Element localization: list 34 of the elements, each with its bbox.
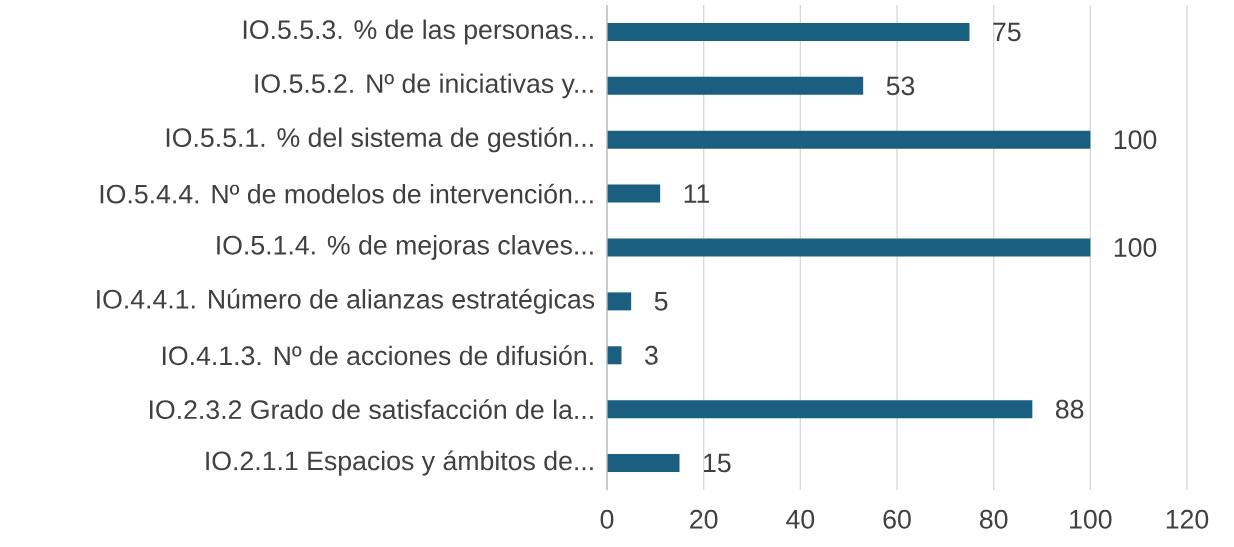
bar [607, 346, 622, 365]
data-label: 5 [654, 292, 668, 311]
bar [607, 184, 661, 203]
data-label: 100 [1114, 238, 1157, 257]
x-tick-label: 20 [690, 509, 718, 529]
data-label: 75 [993, 22, 1021, 42]
data-label: 15 [704, 453, 731, 473]
bar [607, 22, 970, 41]
bar [607, 130, 1091, 149]
bar [607, 454, 680, 473]
x-tick-label: 80 [979, 509, 1008, 529]
x-tick-label: 100 [1070, 509, 1112, 529]
bar [607, 238, 1091, 257]
bar [607, 292, 632, 311]
y-tick-label: IO.5.4.4. Nº de modelos de intervención... [100, 183, 593, 204]
data-label: 100 [1114, 130, 1157, 150]
y-tick-label: IO.5.5.2. Nº de iniciativas y... [255, 73, 593, 99]
x-tick-label: 60 [883, 509, 911, 529]
x-tick-label: 40 [786, 509, 815, 529]
data-label: 11 [684, 184, 710, 203]
bar [607, 76, 864, 95]
x-tick-label: 120 [1166, 509, 1209, 529]
bar [607, 400, 1033, 419]
y-tick-label: IO.5.5.1. % del sistema de gestión... [166, 127, 593, 153]
data-label: 88 [1055, 399, 1084, 419]
y-tick-label: IO.5.5.3. % de las personas... [243, 19, 593, 45]
data-label: 3 [645, 345, 658, 365]
y-tick-label: IO.2.1.1 Espacios y ámbitos de... [206, 450, 593, 476]
y-tick-label: IO.4.1.3. Nº de acciones de difusión. [162, 345, 593, 366]
y-tick-label: IO.5.1.4. % de mejoras claves... [217, 235, 593, 260]
y-tick-label: IO.4.4.1. Número de alianzas estratégicas [97, 288, 595, 314]
data-label: 53 [886, 76, 915, 96]
x-tick-label: 0 [600, 509, 614, 529]
y-tick-label: IO.2.3.2 Grado de satisfacción de la... [149, 399, 593, 420]
